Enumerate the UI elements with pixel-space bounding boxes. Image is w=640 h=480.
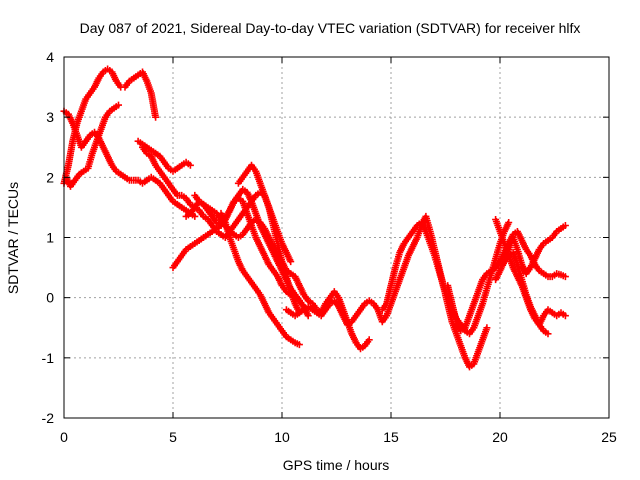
x-tick-label: 25 — [601, 429, 617, 445]
y-tick-label: 3 — [46, 109, 54, 125]
y-tick-label: -1 — [42, 350, 55, 366]
y-tick-label: 2 — [46, 169, 54, 185]
y-tick-label: -2 — [42, 410, 55, 426]
data-markers — [60, 65, 569, 371]
track-markers — [500, 249, 552, 338]
track-markers — [60, 107, 199, 220]
x-tick-label: 5 — [169, 429, 177, 445]
axis-ticks — [63, 56, 610, 419]
y-tick-label: 0 — [46, 290, 54, 306]
y-tick-label: 4 — [46, 49, 54, 65]
satellite-track-5 — [134, 137, 194, 175]
x-tick-label: 10 — [274, 429, 290, 445]
satellite-track-3 — [60, 107, 199, 220]
chart-title: Day 087 of 2021, Sidereal Day-to-day VTE… — [80, 20, 581, 36]
satellite-track-17 — [500, 249, 552, 338]
x-tick-label: 0 — [60, 429, 68, 445]
x-tick-label: 20 — [492, 429, 508, 445]
y-tick-labels: -2 -1 0 1 2 3 4 — [42, 49, 55, 426]
track-markers — [121, 68, 160, 121]
satellite-track-10 — [217, 209, 303, 349]
track-markers — [492, 222, 569, 284]
y-tick-label: 1 — [46, 230, 54, 246]
x-axis-label: GPS time / hours — [283, 457, 390, 473]
satellite-track-2 — [121, 68, 160, 121]
y-axis-label: SDTVAR / TECUs — [5, 182, 21, 294]
track-markers — [217, 209, 303, 349]
x-tick-label: 15 — [383, 429, 399, 445]
grid-lines — [64, 57, 609, 418]
track-markers — [134, 137, 194, 175]
satellite-track-16 — [492, 222, 569, 284]
x-tick-labels: 0 5 10 15 20 25 — [60, 429, 617, 445]
